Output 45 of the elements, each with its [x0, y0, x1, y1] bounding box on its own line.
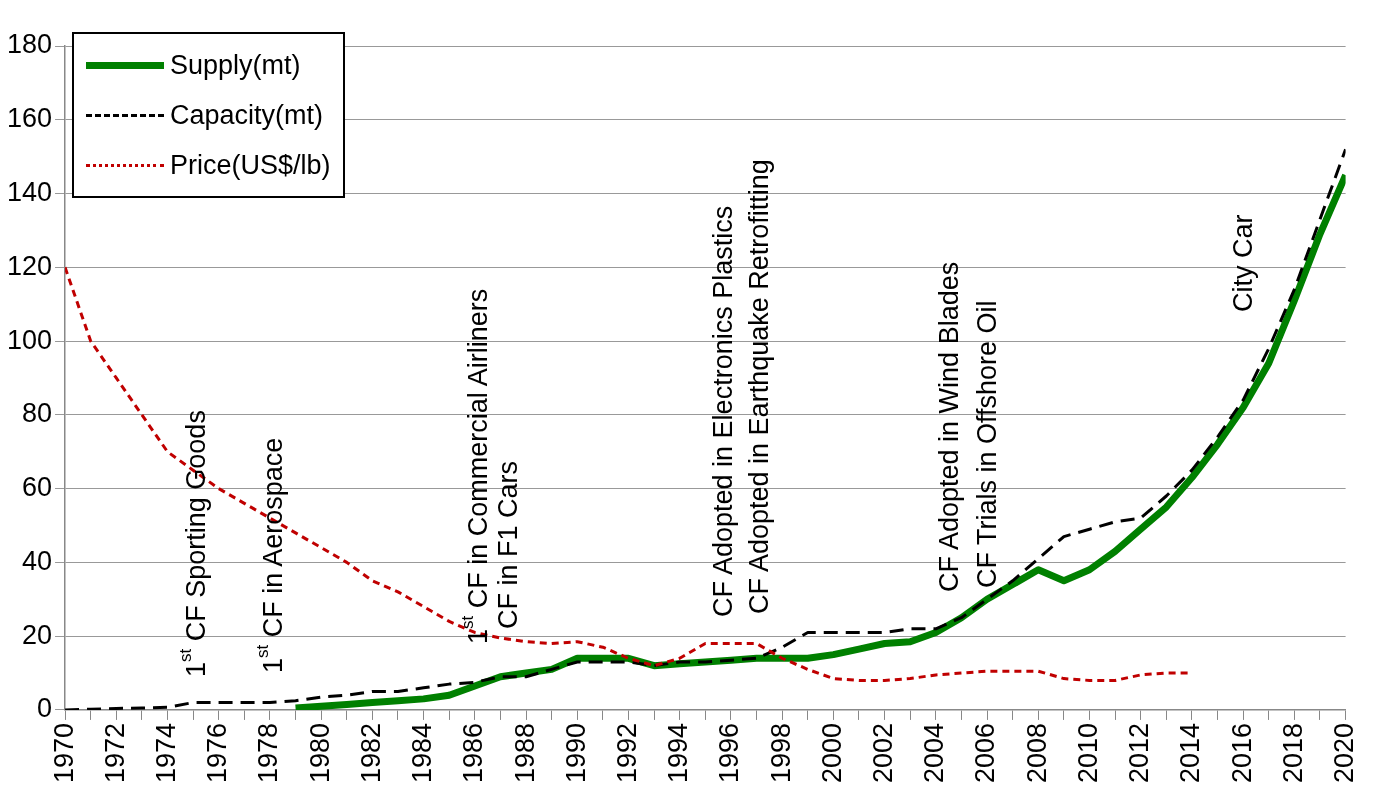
x-tick-label: 1986	[458, 722, 489, 784]
x-tick-label: 2014	[1175, 722, 1206, 784]
x-tick-label: 2012	[1124, 722, 1155, 784]
x-tick-label: 1978	[253, 722, 284, 784]
y-tick-label: 0	[37, 693, 53, 724]
x-tick-label: 2006	[970, 722, 1001, 784]
y-tick-label: 160	[6, 103, 53, 134]
annotation: CF Adopted in Earthquake Retrofitting	[743, 158, 774, 614]
annotation: CF Adopted in Electronics Plastics	[707, 205, 738, 617]
y-tick-label: 180	[6, 29, 53, 60]
y-tick-label: 140	[6, 176, 53, 207]
x-tick-label: 1980	[304, 722, 335, 784]
y-tick-label: 60	[22, 472, 53, 503]
x-tick-label: 2002	[868, 722, 899, 784]
y-tick-label: 40	[22, 545, 53, 576]
x-tick-label: 1996	[714, 722, 745, 784]
x-tick-label: 2016	[1226, 722, 1257, 784]
annotation: City Car	[1227, 214, 1258, 312]
x-tick-label: 1974	[150, 722, 181, 784]
x-tick-label: 1982	[355, 722, 386, 784]
legend-label: Capacity(mt)	[170, 99, 324, 131]
x-tick-label: 1998	[765, 722, 796, 784]
x-tick-label: 2018	[1277, 722, 1308, 784]
x-tick-label: 2010	[1072, 722, 1103, 784]
x-tick-label: 1994	[663, 722, 694, 784]
x-tick-label: 1972	[99, 722, 130, 784]
y-tick-label: 120	[6, 250, 53, 281]
y-tick-label: 20	[22, 619, 53, 650]
annotation: CF in F1 Cars	[492, 460, 523, 629]
x-tick-label: 2020	[1329, 722, 1360, 784]
y-tick-label: 100	[6, 324, 53, 355]
x-tick-label: 2000	[816, 722, 847, 784]
legend-label: Price(US$/lb)	[170, 149, 331, 181]
x-tick-label: 1976	[202, 722, 233, 784]
x-tick-label: 2004	[919, 722, 950, 784]
x-tick-label: 1970	[48, 722, 79, 784]
y-tick-label: 80	[22, 398, 53, 429]
x-tick-label: 1990	[560, 722, 591, 784]
x-tick-label: 1984	[407, 722, 438, 784]
annotation: CF Trials in Offshore Oil	[971, 300, 1002, 589]
x-tick-label: 1992	[611, 722, 642, 784]
x-tick-label: 2008	[1021, 722, 1052, 784]
legend-label: Supply(mt)	[170, 49, 301, 81]
annotation: CF Adopted in Wind Blades	[933, 261, 964, 592]
x-tick-label: 1988	[509, 722, 540, 784]
